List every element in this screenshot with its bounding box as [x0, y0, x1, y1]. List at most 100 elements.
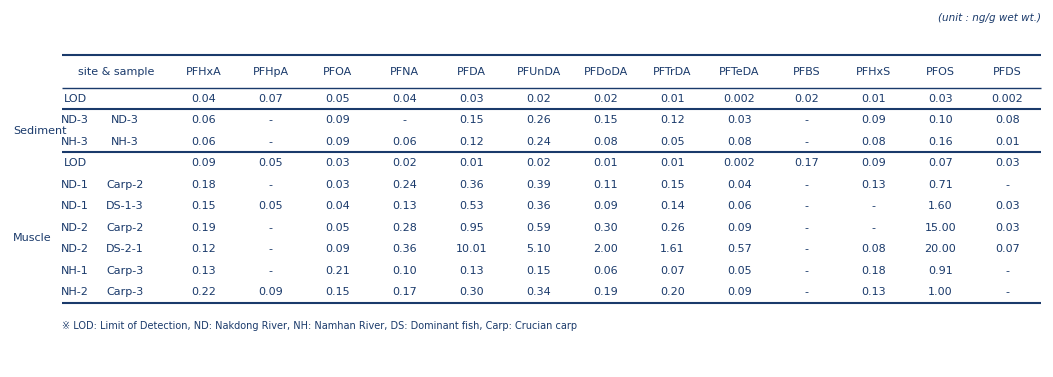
Text: 0.08: 0.08: [861, 137, 886, 147]
Text: 0.09: 0.09: [325, 137, 350, 147]
Text: -: -: [269, 244, 273, 254]
Text: 0.002: 0.002: [723, 94, 755, 104]
Text: 0.12: 0.12: [459, 137, 484, 147]
Text: 0.01: 0.01: [660, 94, 684, 104]
Text: DS-2-1: DS-2-1: [106, 244, 144, 254]
Text: 0.05: 0.05: [325, 223, 350, 233]
Text: 0.10: 0.10: [392, 266, 417, 276]
Text: PFBS: PFBS: [793, 67, 820, 77]
Text: ND-2: ND-2: [61, 244, 90, 254]
Text: 0.30: 0.30: [593, 223, 618, 233]
Text: 0.002: 0.002: [992, 94, 1024, 104]
Text: PFUnDA: PFUnDA: [516, 67, 560, 77]
Text: 0.02: 0.02: [526, 158, 551, 168]
Text: ND-3: ND-3: [61, 115, 88, 125]
Text: -: -: [804, 180, 809, 190]
Text: 0.13: 0.13: [192, 266, 216, 276]
Text: PFDS: PFDS: [993, 67, 1021, 77]
Text: 0.09: 0.09: [258, 287, 283, 297]
Text: LOD: LOD: [63, 158, 86, 168]
Text: DS-1-3: DS-1-3: [106, 201, 144, 211]
Text: Carp-3: Carp-3: [106, 266, 143, 276]
Text: 0.95: 0.95: [459, 223, 484, 233]
Text: 0.13: 0.13: [861, 180, 886, 190]
Text: 0.01: 0.01: [660, 158, 684, 168]
Text: -: -: [269, 266, 273, 276]
Text: PFNA: PFNA: [390, 67, 419, 77]
Text: 15.00: 15.00: [925, 223, 956, 233]
Text: -: -: [402, 115, 406, 125]
Text: 0.34: 0.34: [526, 287, 551, 297]
Text: 0.22: 0.22: [191, 287, 216, 297]
Text: ND-1: ND-1: [61, 180, 88, 190]
Text: 0.08: 0.08: [861, 244, 886, 254]
Text: -: -: [269, 137, 273, 147]
Text: 0.06: 0.06: [392, 137, 417, 147]
Text: 0.01: 0.01: [995, 137, 1019, 147]
Text: 0.15: 0.15: [325, 287, 350, 297]
Text: PFTrDA: PFTrDA: [653, 67, 692, 77]
Text: 0.91: 0.91: [928, 266, 953, 276]
Text: -: -: [804, 266, 809, 276]
Text: 0.09: 0.09: [325, 115, 350, 125]
Text: PFDoDA: PFDoDA: [583, 67, 628, 77]
Text: -: -: [804, 223, 809, 233]
Text: 0.13: 0.13: [459, 266, 483, 276]
Text: 0.09: 0.09: [861, 115, 886, 125]
Text: -: -: [269, 115, 273, 125]
Text: 0.16: 0.16: [928, 137, 953, 147]
Text: PFDA: PFDA: [457, 67, 486, 77]
Text: -: -: [872, 201, 875, 211]
Text: 0.03: 0.03: [728, 115, 752, 125]
Text: 0.01: 0.01: [593, 158, 618, 168]
Text: -: -: [804, 244, 809, 254]
Text: 0.07: 0.07: [660, 266, 684, 276]
Text: 1.60: 1.60: [928, 201, 953, 211]
Text: ND-1: ND-1: [61, 201, 88, 211]
Text: 0.09: 0.09: [192, 158, 216, 168]
Text: 0.04: 0.04: [392, 94, 417, 104]
Text: 0.06: 0.06: [192, 137, 216, 147]
Text: NH-1: NH-1: [61, 266, 88, 276]
Text: 0.05: 0.05: [258, 158, 283, 168]
Text: 0.24: 0.24: [392, 180, 417, 190]
Text: 0.15: 0.15: [593, 115, 618, 125]
Text: Muscle: Muscle: [13, 233, 52, 244]
Text: 0.04: 0.04: [728, 180, 752, 190]
Text: ND-3: ND-3: [111, 115, 139, 125]
Text: 5.10: 5.10: [526, 244, 551, 254]
Text: 20.00: 20.00: [925, 244, 956, 254]
Text: -: -: [1006, 266, 1010, 276]
Text: 0.01: 0.01: [861, 94, 886, 104]
Text: ※ LOD: Limit of Detection, ND: Nakdong River, NH: Namhan River, DS: Dominant fis: ※ LOD: Limit of Detection, ND: Nakdong R…: [62, 321, 577, 331]
Text: 10.01: 10.01: [456, 244, 488, 254]
Text: 2.00: 2.00: [593, 244, 618, 254]
Text: 0.59: 0.59: [526, 223, 551, 233]
Text: 0.03: 0.03: [995, 223, 1019, 233]
Text: 1.61: 1.61: [660, 244, 684, 254]
Text: 0.15: 0.15: [192, 201, 216, 211]
Text: Sediment: Sediment: [13, 126, 66, 136]
Text: 0.03: 0.03: [459, 94, 483, 104]
Text: 0.08: 0.08: [995, 115, 1020, 125]
Text: NH-3: NH-3: [61, 137, 88, 147]
Text: 0.26: 0.26: [660, 223, 684, 233]
Text: PFOA: PFOA: [323, 67, 352, 77]
Text: 0.02: 0.02: [392, 158, 417, 168]
Text: 0.03: 0.03: [325, 158, 350, 168]
Text: 0.02: 0.02: [526, 94, 551, 104]
Text: 0.36: 0.36: [392, 244, 417, 254]
Text: -: -: [804, 115, 809, 125]
Text: 0.21: 0.21: [325, 266, 350, 276]
Text: 0.36: 0.36: [459, 180, 483, 190]
Text: 0.18: 0.18: [192, 180, 216, 190]
Text: 0.28: 0.28: [392, 223, 417, 233]
Text: 0.17: 0.17: [794, 158, 819, 168]
Text: 0.17: 0.17: [392, 287, 417, 297]
Text: 0.09: 0.09: [728, 287, 752, 297]
Text: 0.05: 0.05: [258, 201, 283, 211]
Text: 0.03: 0.03: [995, 201, 1019, 211]
Text: NH-2: NH-2: [61, 287, 88, 297]
Text: PFHpA: PFHpA: [253, 67, 289, 77]
Text: 0.11: 0.11: [593, 180, 618, 190]
